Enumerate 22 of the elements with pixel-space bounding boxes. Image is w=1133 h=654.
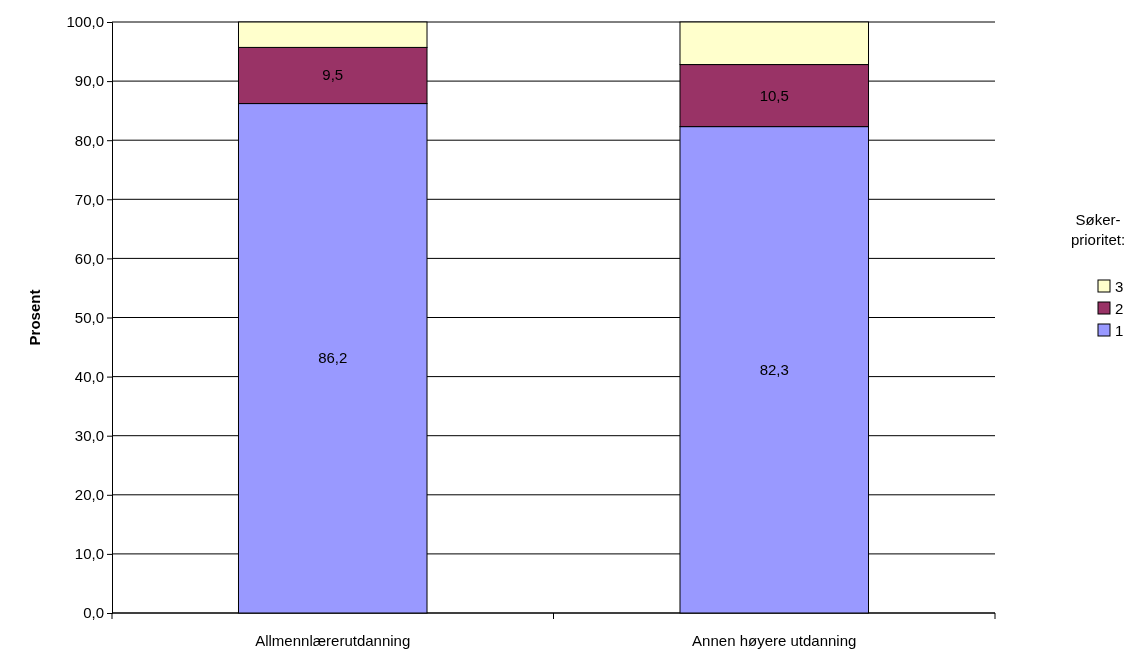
y-tick-label: 60,0 xyxy=(74,249,104,267)
data-label: 82,3 xyxy=(759,360,789,378)
y-tick-label: 20,0 xyxy=(74,486,104,504)
y-tick-label: 30,0 xyxy=(74,427,104,444)
x-tick-label: Allmennlærerutdanning xyxy=(255,632,411,649)
data-label: 10,5 xyxy=(759,86,789,104)
legend-label: 3 xyxy=(1115,278,1124,295)
y-tick-label: 90,0 xyxy=(74,72,104,90)
data-label: 9,5 xyxy=(322,66,344,84)
y-tick-label: 100,0 xyxy=(66,13,104,31)
y-tick-label: 10,0 xyxy=(74,545,104,563)
x-tick-label: Annen høyere utdanning xyxy=(692,632,857,649)
y-tick-label: 80,0 xyxy=(74,131,104,149)
legend-label: 1 xyxy=(1115,322,1124,339)
y-tick-label: 50,0 xyxy=(74,308,104,326)
y-tick-label: 70,0 xyxy=(74,190,104,208)
data-label: 86,2 xyxy=(318,349,348,367)
y-axis-title: Prosent xyxy=(26,289,43,346)
y-tick-label: 40,0 xyxy=(74,367,104,385)
y-tick-label: 0,0 xyxy=(83,604,104,622)
legend-title: Søker-prioritet: xyxy=(1070,211,1126,248)
legend-label: 2 xyxy=(1115,300,1124,317)
